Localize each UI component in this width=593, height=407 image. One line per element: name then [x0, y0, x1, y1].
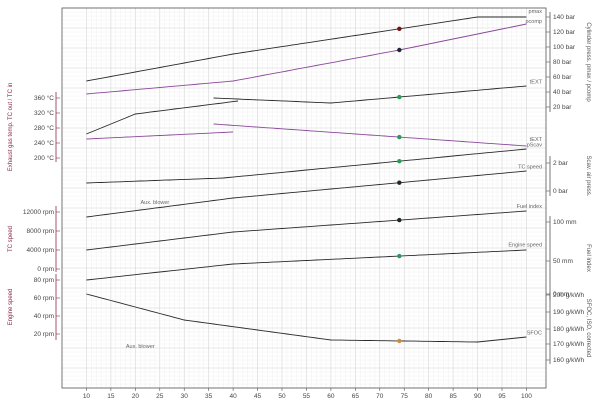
- x-tick-label: 45: [254, 393, 262, 400]
- plot-frame: [61, 7, 547, 389]
- fuel-index-axis-tick-label: 0 mm: [553, 291, 569, 298]
- tc-speed-axis-title: TC speed: [8, 226, 14, 252]
- annotation-label: Aux. blower: [141, 200, 170, 206]
- x-tick-label: 65: [352, 393, 360, 400]
- series-line-pcomp: [86, 23, 527, 95]
- exhaust-temp-axis-title: Exhaust gas temp. TC out / TC in: [8, 83, 14, 172]
- sfoc-axis-tick-label: 170 g/kWh: [553, 341, 584, 348]
- x-tick-label: 85: [449, 393, 457, 400]
- pressure-axis-tick-label: 100 bar: [553, 44, 576, 51]
- x-tick-label: 35: [205, 393, 213, 400]
- series-line-text: [213, 123, 527, 147]
- sfoc-axis-tick-label: 200 g/kWh: [553, 292, 584, 299]
- pressure-axis-tick-label: 20 bar: [553, 104, 572, 111]
- series-label: tEXT: [530, 137, 543, 143]
- series-line-pmax: [86, 16, 527, 82]
- sfoc-axis-tick-label: 180 g/kWh: [553, 326, 584, 333]
- data-point-engine-speed: [397, 253, 402, 259]
- data-point-sfoc: [397, 338, 402, 344]
- pressure-axis-tick-label: 140 bar: [553, 14, 576, 21]
- series-line-sfoc: [86, 293, 527, 343]
- series-line-tc-speed: [86, 170, 527, 218]
- pressure-axis-tick-label: 120 bar: [553, 29, 576, 36]
- exhaust-temp-axis-tick-label: 360 °C: [34, 94, 54, 102]
- x-tick-label: 95: [498, 393, 506, 400]
- series-label: tEXT: [530, 79, 543, 85]
- series-line-fuel-index: [86, 210, 527, 251]
- sfoc-axis-tick-label: 190 g/kWh: [553, 309, 584, 316]
- data-point-fuel-index: [397, 217, 402, 223]
- x-tick-label: 70: [376, 393, 384, 400]
- pressure-axis-title: Cylinder press. pmax / pcomp: [585, 22, 591, 102]
- data-point-text: [397, 94, 402, 100]
- series-label: Engine speed: [508, 243, 542, 249]
- sfoc-axis-tick-label: 160 g/kWh: [553, 357, 584, 364]
- x-tick-label: 75: [401, 393, 409, 400]
- x-tick-label: 100: [521, 393, 532, 400]
- x-tick-label: 80: [425, 393, 433, 400]
- exhaust-temp-axis-tick-label: 280 °C: [34, 124, 54, 132]
- engine-speed-axis-tick-label: 80 rpm: [34, 277, 54, 284]
- plot-border: [61, 7, 547, 389]
- engine-speed-axis-title: Engine speed: [8, 289, 14, 326]
- data-point-text: [397, 134, 402, 140]
- x-tick-label: 60: [327, 393, 335, 400]
- tc-speed-axis-tick-label: 12000 rpm: [23, 209, 54, 216]
- series-label: pmax: [529, 9, 543, 15]
- pressure-axis-tick-label: 60 bar: [553, 74, 572, 81]
- exhaust-temp-axis-tick-label: 320 °C: [34, 109, 54, 117]
- sfoc-axis-title: SFOC, ISO, corrected: [585, 299, 591, 358]
- data-point-tc-speed: [397, 180, 402, 185]
- x-tick-label: 20: [132, 393, 140, 400]
- series-line-engine-speed: [86, 249, 527, 281]
- series-group: [86, 16, 527, 343]
- chart-grid: [62, 7, 546, 389]
- scav-axis-tick-label: 0 bar: [553, 188, 569, 195]
- tc-speed-axis-tick-label: 0 rpm: [37, 266, 54, 273]
- exhaust-temp-axis-tick-label: 200 °C: [34, 154, 54, 162]
- scav-axis-tick-label: 2 bar: [553, 160, 569, 167]
- series-label: pScav: [527, 142, 543, 148]
- engine-speed-axis-tick-label: 20 rpm: [34, 331, 54, 338]
- tc-speed-axis-tick-label: 4000 rpm: [27, 247, 54, 254]
- x-tick-label: 50: [278, 393, 286, 400]
- x-tick-label: 90: [474, 393, 482, 400]
- series-label: TC speed: [518, 164, 542, 170]
- x-tick-label: 25: [156, 393, 164, 400]
- fuel-index-axis-title: Fuel index: [585, 244, 591, 272]
- series-line-text: [86, 131, 234, 140]
- x-tick-label: 10: [83, 393, 91, 400]
- series-label: Fuel index: [517, 204, 543, 210]
- tc-speed-axis-tick-label: 8000 rpm: [27, 228, 54, 235]
- marker-dots: [397, 26, 402, 344]
- engine-speed-axis-tick-label: 60 rpm: [34, 295, 54, 302]
- x-tick-label: 15: [107, 393, 115, 400]
- annotation-label: Aux. blower: [126, 344, 155, 350]
- pressure-axis-tick-label: 80 bar: [553, 59, 572, 66]
- x-tick-label: 30: [181, 393, 189, 400]
- series-line-text: [213, 85, 527, 104]
- fuel-index-axis-tick-label: 50 mm: [553, 258, 573, 265]
- engine-speed-axis-tick-label: 40 rpm: [34, 313, 54, 320]
- x-tick-label: 40: [229, 393, 237, 400]
- data-point-pcomp: [397, 47, 402, 53]
- series-label: SFOC: [527, 331, 542, 337]
- series-line-pscav: [86, 148, 527, 184]
- data-point-pmax: [397, 26, 402, 32]
- series-label: pcomp: [525, 19, 542, 25]
- exhaust-temp-axis-tick-label: 240 °C: [34, 139, 54, 147]
- scav-axis-title: Scav. air press.: [585, 156, 591, 197]
- x-tick-label: 55: [303, 393, 311, 400]
- fuel-index-axis-tick-label: 100 mm: [553, 219, 576, 226]
- pressure-axis-tick-label: 40 bar: [553, 89, 572, 96]
- data-point-pscav: [397, 158, 402, 164]
- series-line-text: [86, 100, 239, 135]
- axes-group: 10 15 20 25 30 35 40 45 50 55 60 65 70 75 80 85 90 95 100 3…: [8, 12, 591, 400]
